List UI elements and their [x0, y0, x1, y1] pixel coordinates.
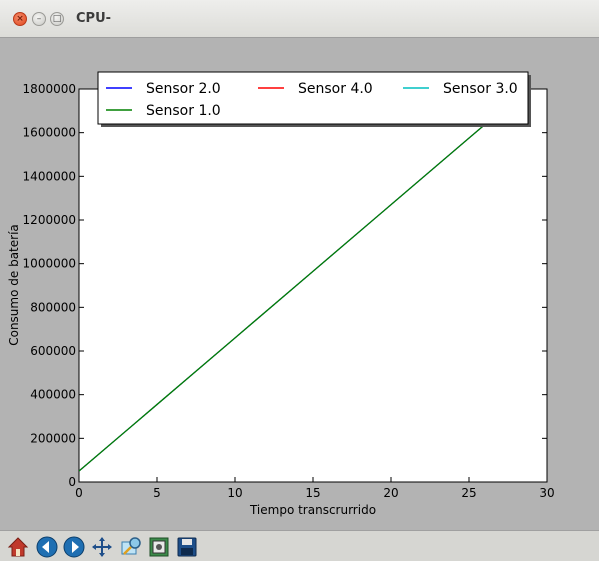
- maximize-window-button[interactable]: □: [50, 12, 64, 26]
- x-tick-label: 20: [383, 486, 398, 500]
- y-axis-label: Consumo de batería: [7, 224, 21, 346]
- x-tick-label: 10: [227, 486, 242, 500]
- legend: Sensor 2.0 Sensor 4.0 Sensor 3.0 Sensor 1.0: [97, 71, 531, 127]
- back-icon[interactable]: [36, 536, 58, 558]
- title-bar: × – □ CPU-: [0, 0, 599, 38]
- zoom-icon[interactable]: [120, 536, 142, 558]
- subplots-icon[interactable]: [148, 536, 170, 558]
- y-tick-label: 1600000: [23, 126, 76, 140]
- close-icon: ×: [16, 14, 24, 24]
- line-chart[interactable]: 0 5 10 15 20 25 30 0 200000 400000 600000 800000 100…: [6, 39, 593, 528]
- x-axis-label: Tiempo transcrurrido: [249, 503, 376, 517]
- maximize-icon: □: [52, 14, 62, 24]
- legend-entry-label: Sensor 2.0: [146, 81, 221, 97]
- legend-frame: [97, 71, 529, 125]
- y-tick-label: 1000000: [23, 257, 76, 271]
- x-tick-label: 25: [461, 486, 476, 500]
- minimize-window-button[interactable]: –: [32, 12, 46, 26]
- plot-area: [78, 88, 548, 483]
- close-window-button[interactable]: ×: [13, 12, 27, 26]
- forward-icon[interactable]: [63, 536, 85, 558]
- x-tick-label: 0: [75, 486, 83, 500]
- legend-entry-label: Sensor 3.0: [443, 81, 518, 97]
- y-tick-label: 200000: [30, 431, 76, 445]
- x-tick-label: 30: [539, 486, 554, 500]
- pan-icon[interactable]: [91, 536, 113, 558]
- y-tick-label: 600000: [30, 344, 76, 358]
- window-title: CPU-: [76, 11, 112, 26]
- y-tick-label: 1800000: [23, 82, 76, 96]
- series-line-4: [79, 89, 528, 472]
- legend-entry-label: Sensor 1.0: [146, 103, 221, 119]
- y-tick-label: 1400000: [23, 169, 76, 183]
- home-icon[interactable]: [7, 536, 29, 558]
- navigation-toolbar: [0, 530, 599, 561]
- x-tick-label: 15: [305, 486, 320, 500]
- y-tick-label: 800000: [30, 300, 76, 314]
- x-tick-label: 5: [153, 486, 161, 500]
- minimize-icon: –: [36, 14, 42, 24]
- figure-canvas[interactable]: 0 5 10 15 20 25 30 0 200000 400000 600000 800000 100…: [6, 39, 593, 528]
- y-tick-label: 400000: [30, 388, 76, 402]
- y-tick-label: 0: [68, 475, 76, 489]
- y-tick-label: 1200000: [23, 213, 76, 227]
- legend-entry-label: Sensor 4.0: [298, 81, 373, 97]
- save-icon[interactable]: [176, 536, 198, 558]
